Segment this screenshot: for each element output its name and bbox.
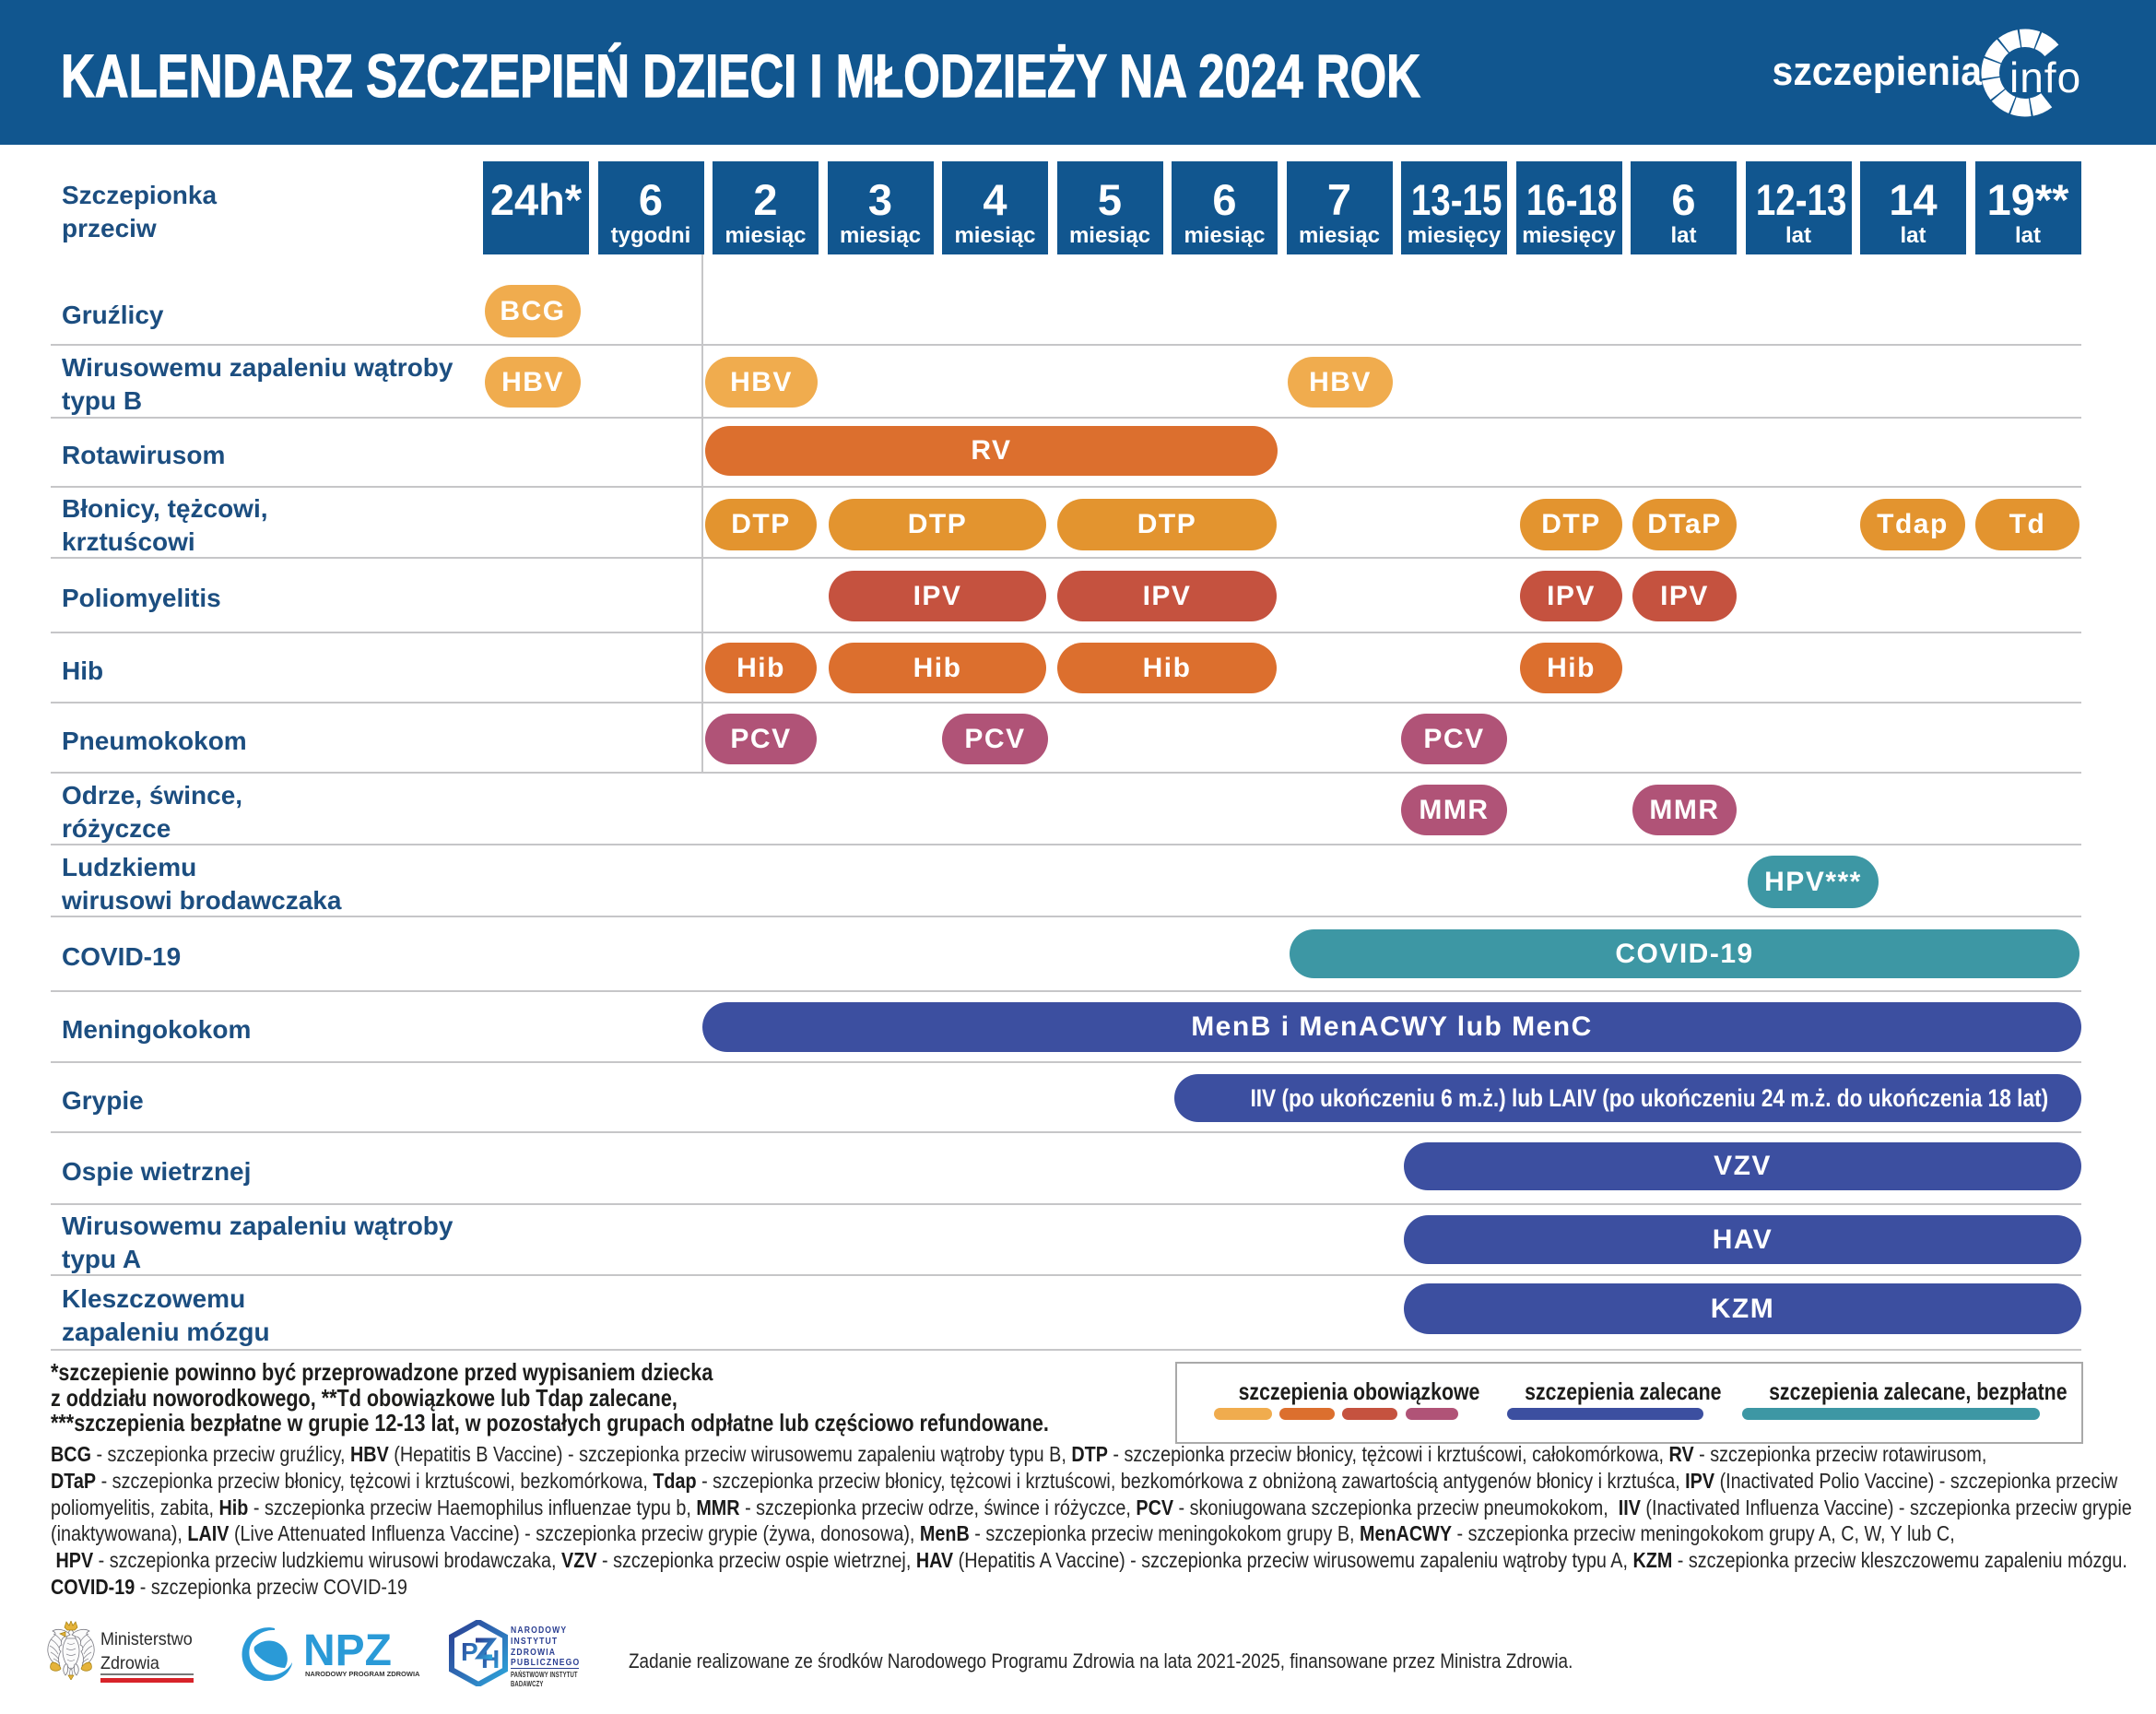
svg-text:P: P [461, 1637, 478, 1666]
